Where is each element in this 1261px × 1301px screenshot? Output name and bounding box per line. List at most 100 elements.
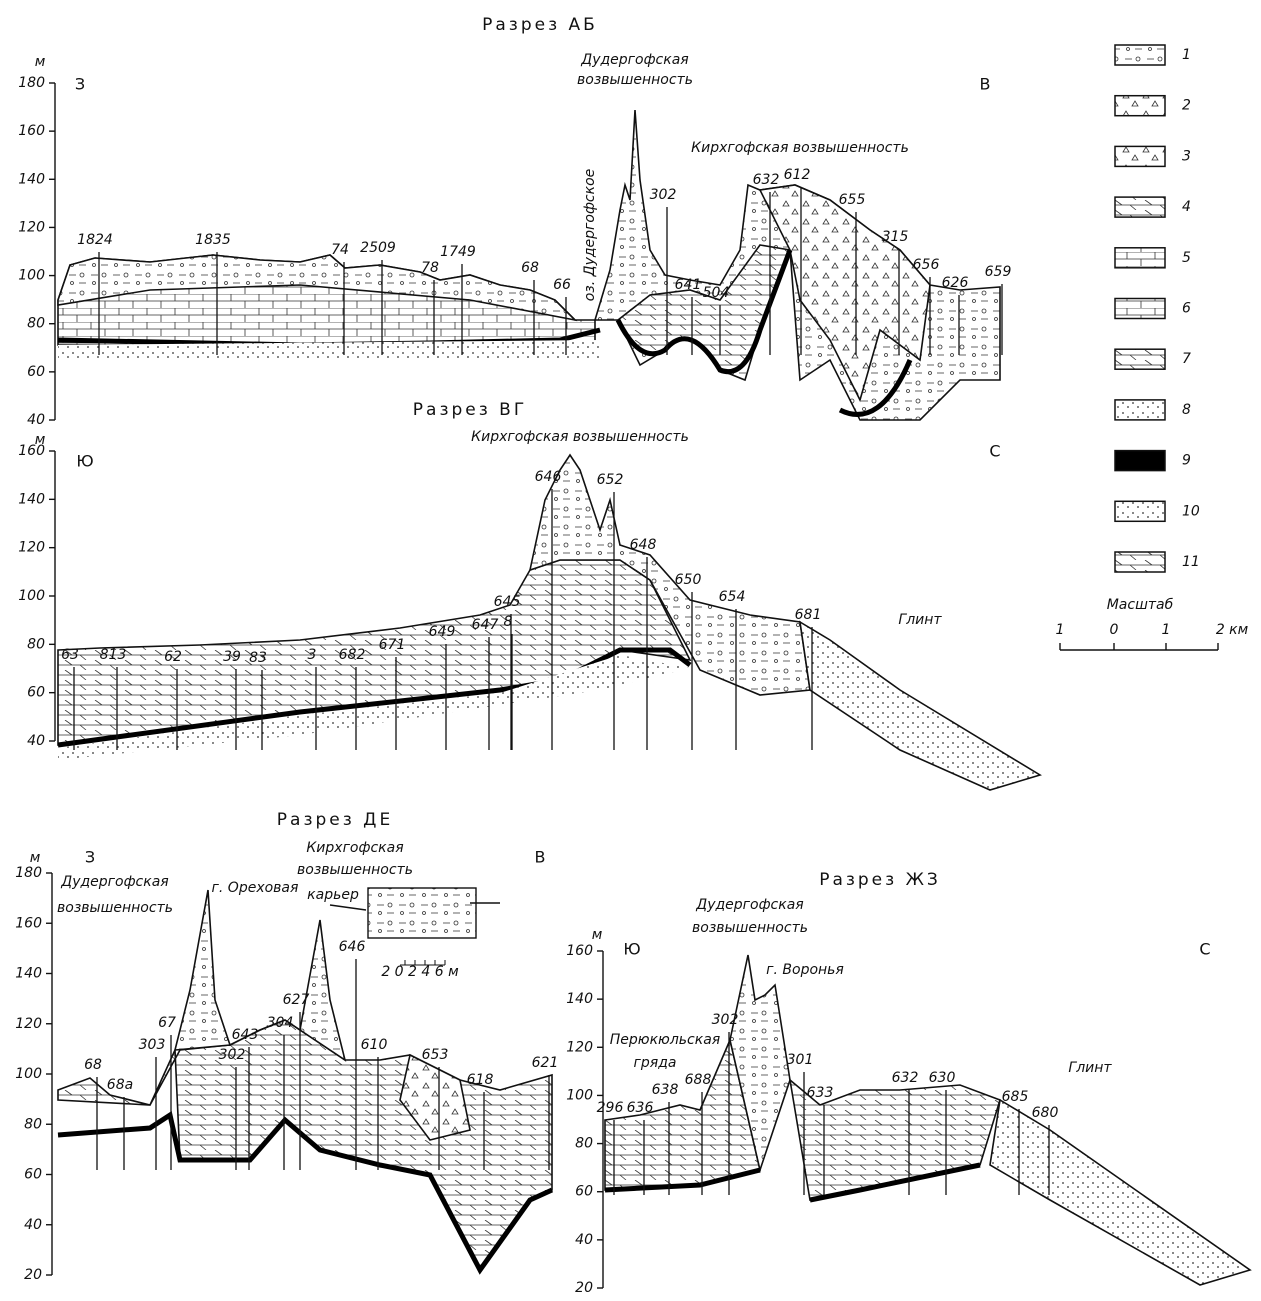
well-label: 638 bbox=[652, 1082, 679, 1098]
place-label: Перюкюльская bbox=[610, 1032, 720, 1048]
place-label: Дудергофская bbox=[695, 897, 803, 913]
well-label: 685 bbox=[1002, 1089, 1029, 1105]
legend-swatch bbox=[1115, 400, 1165, 420]
place-label: оз. Дудергофское bbox=[582, 169, 598, 302]
legend-swatch bbox=[1115, 349, 1165, 369]
direction-left: Ю bbox=[76, 452, 93, 471]
well-label: 652 bbox=[597, 472, 624, 488]
well-label: 68а bbox=[107, 1077, 133, 1093]
well-label: 304 bbox=[267, 1015, 294, 1031]
place-label: Кирхгофская bbox=[306, 840, 403, 856]
well-label: 315 bbox=[882, 229, 909, 245]
well-label: 650 bbox=[675, 572, 702, 588]
y-tick-label: 140 bbox=[15, 966, 42, 982]
direction-right: В bbox=[535, 848, 546, 867]
direction-right: С bbox=[1199, 940, 1210, 959]
well-label: 3 bbox=[308, 647, 317, 663]
well-label: 649 bbox=[429, 624, 456, 640]
y-tick-label: 140 bbox=[18, 171, 45, 187]
well-label: 641 bbox=[675, 277, 702, 293]
legend-swatch bbox=[1115, 96, 1165, 116]
legend-swatch bbox=[1115, 45, 1165, 65]
well-label: 655 bbox=[839, 192, 866, 208]
legend-swatch bbox=[1115, 248, 1165, 268]
well-label: 648 bbox=[630, 537, 657, 553]
place-label: карьер bbox=[307, 887, 359, 903]
legend-label: 9 bbox=[1182, 453, 1191, 469]
place-label: г. Ореховая bbox=[212, 880, 299, 896]
y-tick-label: 140 bbox=[566, 991, 593, 1007]
well-label: 633 bbox=[807, 1085, 834, 1101]
place-label: возвышенность bbox=[692, 920, 808, 936]
y-tick-label: 180 bbox=[15, 865, 42, 881]
well-label: 74 bbox=[331, 242, 349, 258]
y-tick-label: 160 bbox=[18, 123, 45, 139]
well-label: 653 bbox=[422, 1047, 449, 1063]
direction-left: Ю bbox=[623, 940, 640, 959]
direction-right: В bbox=[980, 75, 991, 94]
axis-unit: м bbox=[30, 850, 41, 866]
place-label: Кирхгофская возвышенность bbox=[471, 429, 689, 445]
legend-swatch bbox=[1115, 299, 1165, 319]
well-label: 78 bbox=[421, 260, 439, 276]
y-tick-label: 100 bbox=[566, 1087, 593, 1103]
well-label: 301 bbox=[787, 1052, 814, 1068]
y-tick-label: 80 bbox=[575, 1136, 593, 1152]
legend-label: 8 bbox=[1182, 402, 1191, 418]
well-label: 39 bbox=[223, 649, 241, 665]
well-label: 504 bbox=[703, 285, 730, 301]
well-label: 68 bbox=[84, 1057, 102, 1073]
legend-label: 7 bbox=[1182, 351, 1191, 367]
well-label: 67 bbox=[158, 1015, 176, 1031]
y-tick-label: 60 bbox=[575, 1184, 593, 1200]
well-label: 671 bbox=[379, 637, 406, 653]
y-tick-label: 60 bbox=[27, 685, 45, 701]
place-label: Глинт bbox=[898, 612, 942, 628]
well-label: 621 bbox=[532, 1055, 559, 1071]
well-label: 610 bbox=[361, 1037, 388, 1053]
well-label: 302 bbox=[650, 187, 677, 203]
well-label: 654 bbox=[719, 589, 746, 605]
y-tick-label: 60 bbox=[27, 364, 45, 380]
place-label: возвышенность bbox=[297, 862, 413, 878]
y-tick-label: 40 bbox=[575, 1232, 593, 1248]
y-tick-label: 100 bbox=[18, 268, 45, 284]
well-label: 659 bbox=[985, 264, 1012, 280]
y-tick-label: 120 bbox=[18, 219, 45, 235]
well-label: 83 bbox=[249, 650, 267, 666]
legend-label: 3 bbox=[1182, 148, 1191, 164]
place-label: г. Воронья bbox=[766, 962, 844, 978]
well-label: 618 bbox=[467, 1072, 494, 1088]
y-tick-label: 160 bbox=[566, 943, 593, 959]
y-tick-label: 20 bbox=[575, 1280, 593, 1296]
well-label: 1835 bbox=[195, 232, 231, 248]
section-title: Разрез ВГ bbox=[413, 400, 527, 420]
place-label: 2 0 2 4 6 м bbox=[381, 964, 459, 980]
place-label: Глинт bbox=[1068, 1060, 1112, 1076]
well-label: 682 bbox=[339, 647, 366, 663]
y-tick-label: 160 bbox=[15, 915, 42, 931]
place-label: возвышенность bbox=[577, 72, 693, 88]
well-label: 68 bbox=[521, 260, 539, 276]
well-label: 63 bbox=[61, 647, 79, 663]
y-tick-label: 80 bbox=[24, 1116, 42, 1132]
y-tick-label: 180 bbox=[18, 75, 45, 91]
profiles bbox=[58, 110, 1250, 1285]
y-tick-label: 100 bbox=[18, 588, 45, 604]
legend-label: 2 bbox=[1182, 98, 1191, 114]
well-label: 626 bbox=[942, 275, 969, 291]
y-tick-label: 20 bbox=[24, 1267, 42, 1283]
legend-label: 11 bbox=[1182, 554, 1200, 570]
axis-unit: м bbox=[35, 54, 46, 70]
y-tick-label: 120 bbox=[15, 1016, 42, 1032]
y-tick-label: 60 bbox=[24, 1167, 42, 1183]
y-tick-label: 100 bbox=[15, 1066, 42, 1082]
scale-title: Масштаб bbox=[1107, 597, 1174, 613]
scale-label: 2 км bbox=[1216, 622, 1249, 638]
legend-label: 5 bbox=[1182, 250, 1191, 266]
legend-swatch bbox=[1115, 197, 1165, 217]
legend-label: 4 bbox=[1182, 199, 1191, 215]
well-label: 2509 bbox=[360, 240, 396, 256]
y-tick-label: 80 bbox=[27, 636, 45, 652]
place-label: Дудергофская bbox=[60, 874, 168, 890]
